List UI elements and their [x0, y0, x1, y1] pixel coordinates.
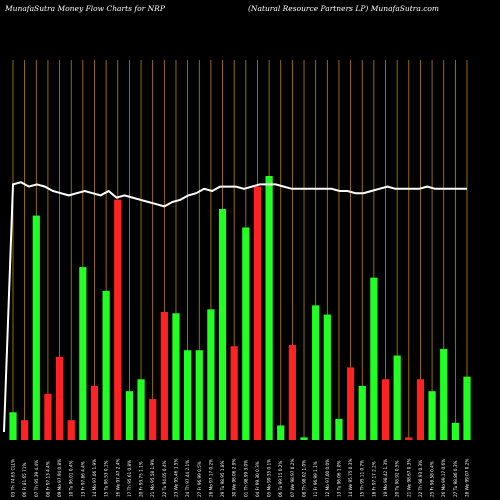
money-flow-bar — [90, 385, 99, 440]
x-tick-label: 06 Tu 99.15 0.2% — [278, 460, 283, 497]
money-flow-bar — [440, 348, 448, 440]
x-tick-label: 20 Tu 98.92 0.5% — [395, 460, 400, 497]
money-flow-bar — [184, 350, 192, 440]
money-flow-bar — [312, 305, 320, 440]
x-tick-label: 07 We 98.97 0.2% — [290, 459, 295, 497]
x-tick-label: 18 Fr 97.17 2.2% — [371, 461, 376, 497]
money-flow-bar — [416, 379, 425, 440]
money-flow-bar — [393, 355, 401, 440]
x-tick-label: 11 Fr 96.99 1.1% — [313, 461, 318, 497]
money-flow-bar — [370, 277, 378, 440]
money-flow-bar — [381, 379, 390, 440]
x-tick-label: 13 Fr 97.86 4.4% — [80, 461, 85, 497]
money-flow-bar — [160, 311, 168, 440]
money-flow-bar — [253, 186, 262, 440]
x-tick-label: 06 Fr 81.65 71% — [22, 463, 27, 497]
money-flow-bar — [195, 350, 203, 440]
money-flow-bar — [9, 412, 17, 440]
x-tick-label: 12 Mo 97.00 0.0% — [325, 459, 330, 497]
x-tick-label: 04 Fr 99.30 0.3% — [255, 461, 260, 497]
money-flow-bar — [346, 367, 355, 440]
money-flow-bar — [358, 385, 366, 440]
x-tick-label: 21 Mo 95.58 1.9% — [150, 459, 155, 497]
money-flow-bar — [300, 437, 308, 440]
x-tick-label: 14 Mo 97.06 1.9% — [92, 459, 97, 497]
money-flow-bar — [137, 379, 145, 440]
x-tick-label: 28 We 99.07 0.2% — [465, 459, 470, 497]
x-tick-label: 16 We 97.47 2.4% — [115, 459, 120, 497]
money-flow-bar — [277, 425, 285, 440]
x-tick-label: 10 Tu 96.01 0.4% — [69, 460, 74, 497]
money-flow-bar — [323, 314, 331, 440]
x-tick-label: 08 Th 98.02 1.0% — [302, 460, 307, 497]
money-flow-bar — [21, 420, 29, 440]
x-tick-label: 05 Mo 99.35 0.1% — [267, 459, 272, 497]
x-tick-label: 25 Fr 98.58 0.4% — [430, 461, 435, 497]
money-flow-bar — [405, 437, 413, 440]
money-flow-bar — [67, 420, 75, 440]
chart-title: MunafaSutra Money Flow Charts for NRP — [5, 4, 165, 13]
money-flow-bar — [149, 399, 157, 440]
money-flow-bar — [114, 199, 122, 440]
x-tick-label: 01 Th 98.99 3.0% — [243, 460, 248, 497]
price-line — [3, 181, 467, 433]
x-tick-label: 13 Tu 96.06 1.0% — [336, 460, 341, 497]
x-tick-label: 20 Fr 93.75 1.1% — [139, 461, 144, 497]
x-tick-label: 14 We 95.75 0.3% — [348, 459, 353, 497]
x-tick-label: 22 Tu 94.05 0.4% — [162, 460, 167, 497]
x-tick-label: 24 Th 97.44 2.1% — [185, 460, 190, 497]
money-flow-bar — [230, 346, 238, 440]
money-flow-bar — [172, 313, 180, 440]
money-flow-bar — [44, 393, 52, 440]
x-tick-label: 22 Th 98.93 0.3% — [418, 460, 423, 497]
chart-subtitle: (Natural Resource Partners LP) MunafaSut… — [248, 4, 440, 13]
money-flow-bar — [451, 422, 459, 440]
money-flow-bar — [32, 215, 40, 440]
money-flow-bar — [79, 267, 87, 440]
x-tick-label: 08 Fr 97.13 4.4% — [45, 461, 50, 497]
x-tick-label: 30 We 96.06 2.9% — [232, 459, 237, 497]
money-flow-bar — [102, 290, 110, 440]
money-flow-bar — [55, 356, 64, 440]
money-flow-bar — [428, 391, 436, 440]
x-tick-label: 27 Tu 98.86 0.3% — [453, 460, 458, 497]
money-flow-bar — [218, 209, 227, 440]
money-flow-bar — [207, 309, 215, 440]
x-tick-label: 15 Tu 96.53 0.1% — [104, 460, 109, 497]
x-tick-label: 19 Mo 98.42 1.3% — [383, 459, 388, 497]
x-tick-label: 26 Mo 99.17 0.6% — [441, 459, 446, 497]
x-tick-label: 15 Th 95.11 0.7% — [360, 460, 365, 497]
x-tick-label: 17 Th 95.61 0.8% — [127, 460, 132, 497]
money-flow-bar — [335, 418, 343, 440]
money-flow-bar — [125, 391, 134, 440]
x-tick-label: 21 We 98.67 0.3% — [406, 459, 411, 497]
x-tick-label: 23 We 95.46 1.5% — [173, 459, 178, 497]
x-tick-label: 27 Fr 96.99 0.5% — [197, 461, 202, 497]
x-tick-label: 09 Mo 97.94 0.8% — [57, 459, 62, 497]
x-tick-label: 07 Th 95.39 4.4% — [34, 460, 39, 497]
x-tick-label: 28 Mo 97.17 0.2% — [208, 459, 213, 497]
x-tick-label: 29 Tu 98.95 1.8% — [220, 460, 225, 497]
money-flow-bar — [463, 376, 471, 440]
money-flow-bar — [242, 227, 250, 440]
money-flow-bar — [265, 176, 273, 440]
x-tick-label: 03 Th 74.65 CLL% — [11, 459, 16, 497]
money-flow-bar — [288, 344, 296, 440]
